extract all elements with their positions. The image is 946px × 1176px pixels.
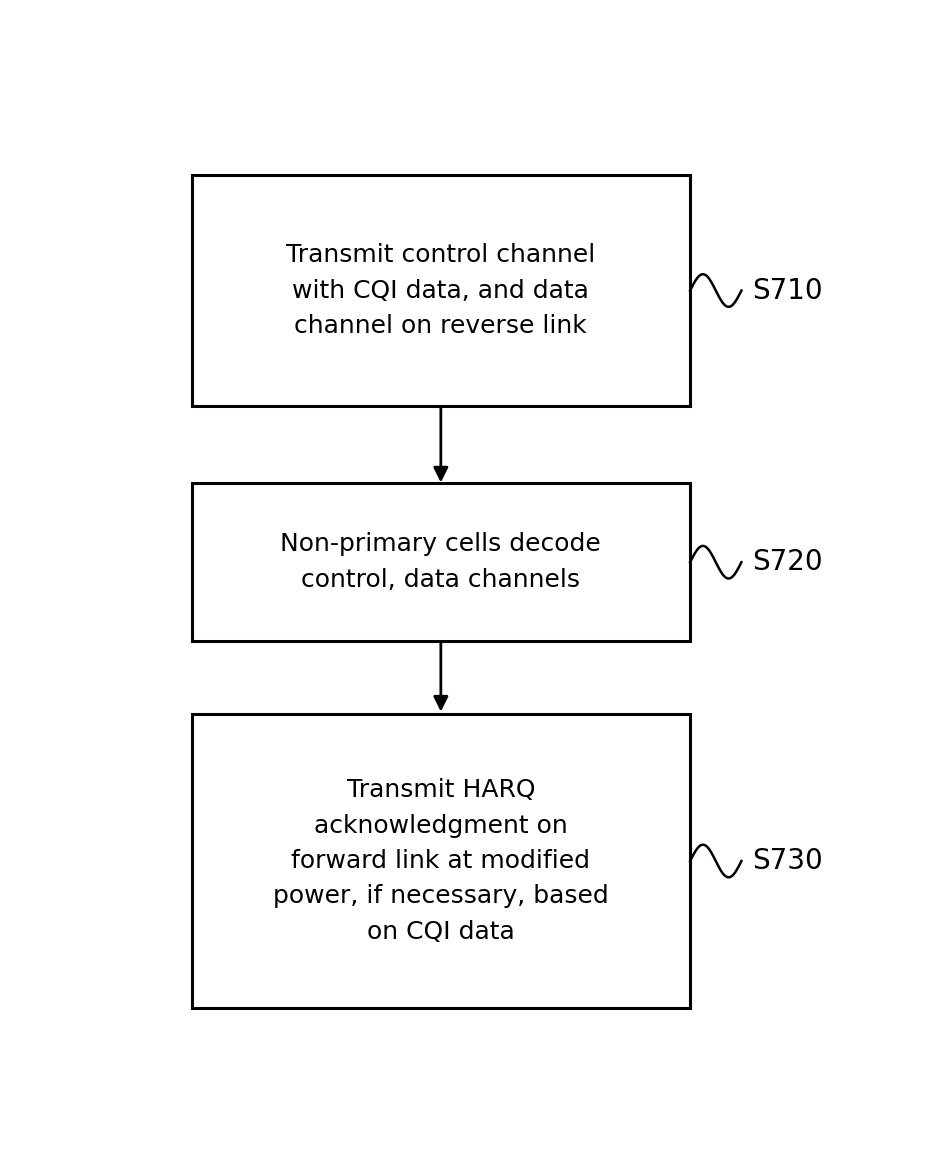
Text: S720: S720 <box>752 548 823 576</box>
Bar <box>191 175 690 406</box>
Text: Non-primary cells decode
control, data channels: Non-primary cells decode control, data c… <box>280 533 602 592</box>
Text: S710: S710 <box>752 276 823 305</box>
Text: S730: S730 <box>752 847 823 875</box>
Bar <box>191 714 690 1008</box>
Text: Transmit control channel
with CQI data, and data
channel on reverse link: Transmit control channel with CQI data, … <box>287 243 595 338</box>
Bar <box>191 483 690 641</box>
Text: Transmit HARQ
acknowledgment on
forward link at modified
power, if necessary, ba: Transmit HARQ acknowledgment on forward … <box>273 779 608 944</box>
